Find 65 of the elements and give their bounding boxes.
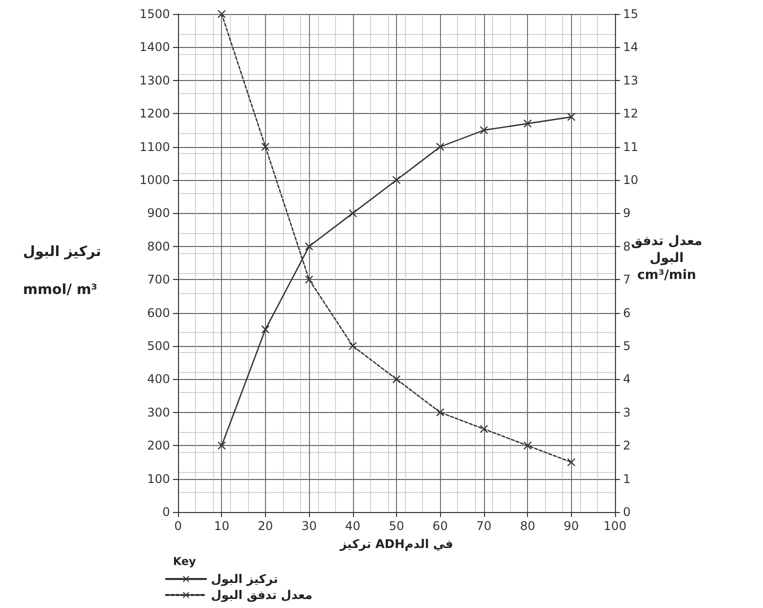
point: [524, 442, 532, 450]
point: [480, 425, 488, 433]
y2-tick-label: 13: [623, 73, 638, 88]
y-tick-label: 100: [147, 472, 170, 486]
y2-tick-label: 15: [623, 7, 638, 21]
y-tick-label: 800: [147, 239, 170, 254]
x-tick-label: 0: [174, 519, 182, 533]
y2-tick-label: 12: [623, 106, 638, 121]
x-tick-label: 40: [345, 519, 360, 533]
y-tick-label: 1300: [139, 73, 170, 88]
point: [436, 142, 444, 151]
x-tick-label: 10: [214, 519, 230, 533]
y-tick-label: 500: [147, 339, 170, 353]
y-tick-label: 1400: [139, 40, 170, 54]
point: [524, 120, 532, 128]
legend-label: معدل تدفق البول: [211, 588, 312, 602]
x-tick-label: 30: [301, 519, 317, 533]
y2-tick-label: 14: [623, 40, 638, 54]
point: [567, 112, 576, 121]
y-tick-label: 1100: [139, 140, 170, 154]
y2-tick-label: 9: [623, 206, 631, 220]
x-tick-label: 70: [476, 519, 492, 533]
y2-tick-label: 6: [623, 306, 631, 320]
y2-tick-label: 0: [623, 505, 631, 519]
point: [218, 10, 226, 18]
y2-tick-label: 11: [623, 140, 638, 154]
point: [392, 176, 400, 184]
x-axis-title: تركيز ADHفي الدم: [338, 537, 454, 551]
y-tick-label: 300: [147, 405, 170, 420]
y-tick-label: 400: [147, 372, 170, 386]
point: [218, 442, 226, 450]
y-tick-label: 900: [147, 206, 170, 220]
point: [436, 408, 444, 416]
x-tick-label: 100: [604, 519, 626, 533]
y2-tick-label: 1: [623, 472, 631, 486]
point: [305, 242, 314, 250]
y-tick-label: 1000: [139, 173, 170, 187]
x-tick-label: 60: [432, 519, 448, 533]
point: [348, 209, 357, 218]
x-tick-label: 90: [564, 519, 579, 533]
legend-label: تركيز البول: [211, 572, 278, 586]
y-tick-label: 1500: [139, 7, 170, 21]
point: [261, 325, 270, 334]
point: [348, 342, 357, 350]
x-tick-label: 50: [388, 519, 404, 533]
x-tick-label: 80: [520, 519, 536, 533]
point: [305, 276, 314, 284]
point: [480, 126, 488, 134]
y-tick-label: 600: [147, 306, 170, 320]
y2-tick-label: 10: [623, 173, 638, 187]
y-tick-label: 200: [147, 438, 170, 453]
y2-tick-label: 2: [623, 438, 631, 453]
y2-tick-label: 3: [623, 405, 631, 420]
y2-tick-label: 4: [623, 372, 631, 386]
y2-tick-label: 5: [623, 339, 631, 353]
x-tick-label: 20: [258, 519, 274, 533]
y2-tick-label: 8: [623, 239, 631, 254]
legend-title: Key: [173, 555, 196, 568]
point: [261, 142, 270, 151]
point: [567, 458, 576, 466]
y-tick-label: 700: [147, 272, 170, 287]
point: [392, 375, 400, 384]
y2-tick-label: 7: [623, 272, 631, 287]
y-tick-label: 1200: [139, 106, 170, 121]
y-tick-label: 0: [162, 505, 170, 519]
